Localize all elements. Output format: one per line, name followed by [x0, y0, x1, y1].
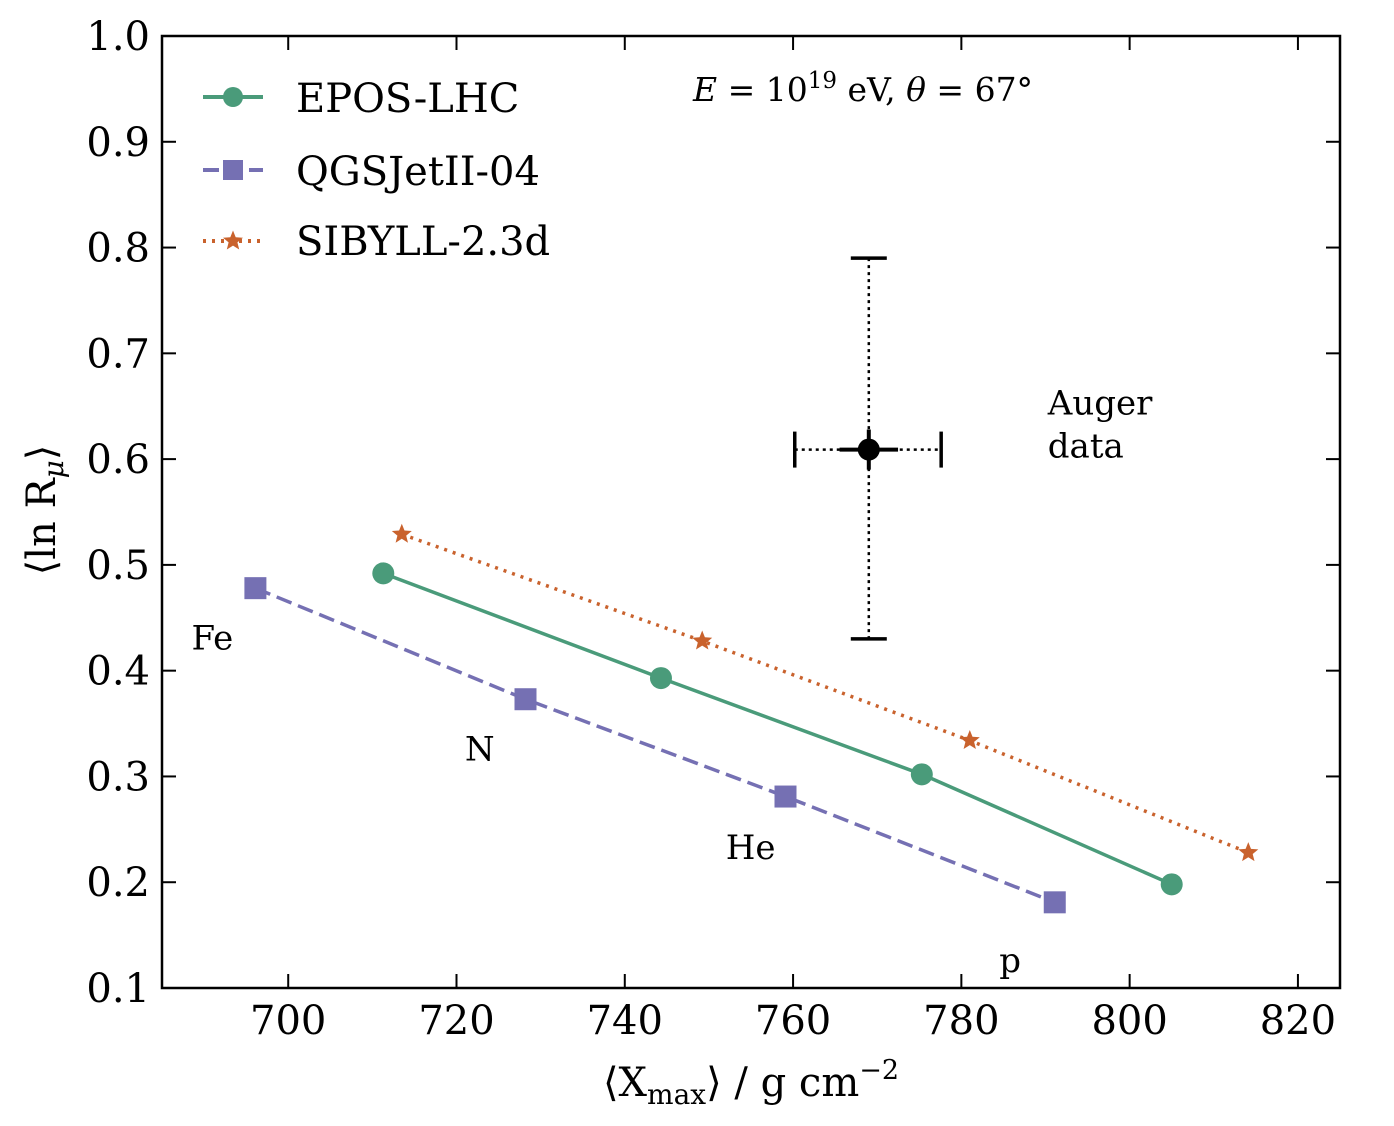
y-tick-label-0.3: 0.3 [86, 754, 150, 800]
series-sibyll-2-3d [391, 523, 1259, 862]
x-tick-label-800: 800 [1091, 998, 1167, 1044]
y-tick-label-0.5: 0.5 [86, 543, 150, 589]
series-layer [244, 523, 1259, 914]
point-epos-lhc-0 [372, 562, 395, 585]
auger-data-marker [857, 438, 880, 461]
y-tick-label-0.6: 0.6 [86, 437, 150, 483]
point-epos-lhc-3 [1160, 873, 1183, 896]
x-axis-title: ⟨Xmax⟩ / g cm−2 [603, 1055, 899, 1111]
x-tick-label-780: 780 [923, 998, 999, 1044]
y-tick-label-0.2: 0.2 [86, 860, 150, 906]
legend-label-qgsjetii-04: QGSJetII-04 [296, 149, 540, 195]
y-tick-label-0.8: 0.8 [86, 226, 150, 272]
energy-angle-label: E = 1019 eV, θ = 67° [692, 68, 1033, 109]
auger-data-label-line-1: data [1048, 427, 1124, 467]
y-tick-label-0.4: 0.4 [86, 649, 150, 695]
label-he: He [726, 828, 776, 868]
point-sibyll-2-3d-1 [692, 630, 713, 650]
legend-entry-sibyll-2-3d: SIBYLL-2.3d [203, 219, 550, 265]
series-line-sibyll-2-3d [401, 532, 1249, 855]
y-tick-label-0.9: 0.9 [86, 120, 150, 166]
legend-label-sibyll-2-3d: SIBYLL-2.3d [296, 219, 550, 265]
auger-data-label-line-0: Auger [1047, 384, 1153, 424]
axis-ticks: 700 720 740 760 780 800 820 0.1 0.2 0.3 0.4 0.5 0.6 0… [86, 14, 1340, 1044]
x-tick-label-720: 720 [418, 998, 494, 1044]
legend-marker-qgsjetii-04 [223, 160, 243, 180]
label-n: N [465, 730, 495, 770]
legend-marker-sibyll-2-3d [223, 230, 243, 250]
point-qgsjetii-04-0 [244, 577, 267, 600]
plot-area [160, 34, 1342, 990]
auger-data-label: Auger data [1047, 384, 1153, 467]
point-epos-lhc-2 [910, 763, 933, 786]
x-tick-label-820: 820 [1260, 998, 1336, 1044]
legend: EPOS-LHC QGSJetII-04 SIBYLL-2.3d [203, 76, 550, 265]
legend-label-epos-lhc: EPOS-LHC [296, 76, 519, 122]
legend-entry-qgsjetii-04: QGSJetII-04 [203, 149, 540, 195]
label-p: p [999, 941, 1021, 981]
legend-marker-epos-lhc [223, 87, 243, 107]
point-qgsjetii-04-2 [774, 785, 797, 808]
auger-data-point: Auger data [793, 256, 1153, 641]
point-qgsjetii-04-1 [514, 688, 537, 711]
label-fe: Fe [191, 619, 233, 659]
y-tick-label-1.0: 1.0 [86, 14, 150, 60]
point-epos-lhc-1 [649, 667, 672, 690]
point-sibyll-2-3d-0 [391, 523, 412, 543]
y-axis-title: ⟨ln Rμ⟩ [19, 445, 70, 576]
series-qgsjetii-04 [244, 577, 1066, 914]
x-tick-label-740: 740 [587, 998, 663, 1044]
series-epos-lhc [372, 562, 1183, 896]
y-tick-label-0.1: 0.1 [86, 966, 150, 1012]
series-line-epos-lhc [382, 571, 1173, 886]
legend-entry-epos-lhc: EPOS-LHC [203, 76, 519, 122]
point-sibyll-2-3d-3 [1238, 842, 1259, 862]
composition-labels: Fe N He p [191, 619, 1021, 982]
series-line-qgsjetii-04 [254, 586, 1056, 904]
y-tick-label-0.7: 0.7 [86, 331, 150, 377]
x-tick-label-760: 760 [755, 998, 831, 1044]
x-tick-label-700: 700 [250, 998, 326, 1044]
point-sibyll-2-3d-2 [959, 730, 980, 749]
point-qgsjetii-04-3 [1043, 891, 1066, 914]
